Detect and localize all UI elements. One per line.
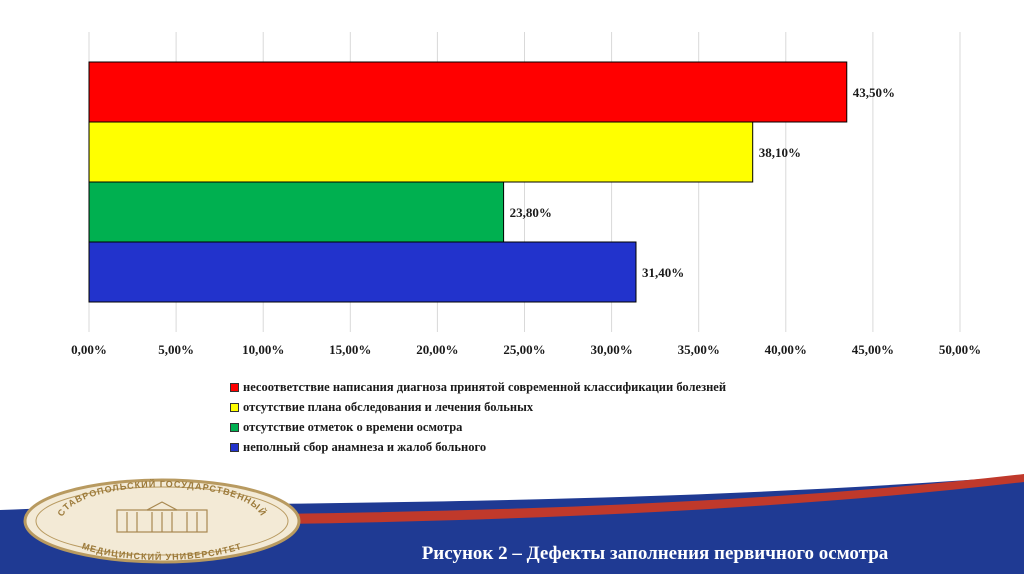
legend-swatch <box>230 442 239 452</box>
university-logo: СТАВРОПОЛЬСКИЙ ГОСУДАРСТВЕННЫЙ МЕДИЦИНСК… <box>23 478 301 564</box>
figure-caption: Рисунок 2 – Дефекты заполнения первичног… <box>421 543 889 564</box>
legend-label: отсутствие отметок о времени осмотра <box>243 419 463 434</box>
legend-label: неполный сбор анамнеза и жалоб больного <box>243 439 487 454</box>
bar-data-label: 23,80% <box>510 205 552 220</box>
x-axis-tick-labels: 0,00% 5,00% 10,00% 15,00% 20,00% 25,00% 30,00%… <box>71 342 981 357</box>
bar <box>88 61 848 123</box>
bars <box>88 61 848 303</box>
x-tick-label: 30,00% <box>590 342 632 357</box>
legend-label: несоответствие написания диагноза принят… <box>243 379 727 394</box>
x-tick-label: 50,00% <box>939 342 981 357</box>
x-tick-label: 25,00% <box>503 342 545 357</box>
bar-data-label: 43,50% <box>853 85 895 100</box>
x-tick-label: 20,00% <box>416 342 458 357</box>
legend-label: отсутствие плана обследования и лечения … <box>243 399 534 414</box>
bar-data-label: 38,10% <box>759 145 801 160</box>
x-tick-label: 5,00% <box>158 342 194 357</box>
x-tick-label: 35,00% <box>678 342 720 357</box>
x-tick-label: 40,00% <box>765 342 807 357</box>
bar <box>88 241 637 303</box>
bar <box>88 181 505 243</box>
x-tick-label: 10,00% <box>242 342 284 357</box>
building-icon <box>116 501 208 533</box>
legend-item: отсутствие отметок о времени осмотра <box>230 417 726 437</box>
x-tick-label: 0,00% <box>71 342 107 357</box>
legend-swatch <box>230 422 239 432</box>
legend: несоответствие написания диагноза принят… <box>230 377 726 457</box>
legend-swatch <box>230 402 239 412</box>
data-labels: 43,50% 38,10% 23,80% 31,40% <box>510 85 895 280</box>
bar <box>88 121 754 183</box>
bar-data-label: 31,40% <box>642 265 684 280</box>
x-tick-label: 15,00% <box>329 342 371 357</box>
legend-item: неполный сбор анамнеза и жалоб больного <box>230 437 726 457</box>
x-tick-label: 45,00% <box>852 342 894 357</box>
bar-chart: 43,50% 38,10% 23,80% 31,40% 0,00% 5,00% 10,00… <box>71 32 981 357</box>
legend-item: несоответствие написания диагноза принят… <box>230 377 726 397</box>
legend-item: отсутствие плана обследования и лечения … <box>230 397 726 417</box>
legend-swatch <box>230 382 239 392</box>
footer-red-stripe <box>280 474 1024 524</box>
